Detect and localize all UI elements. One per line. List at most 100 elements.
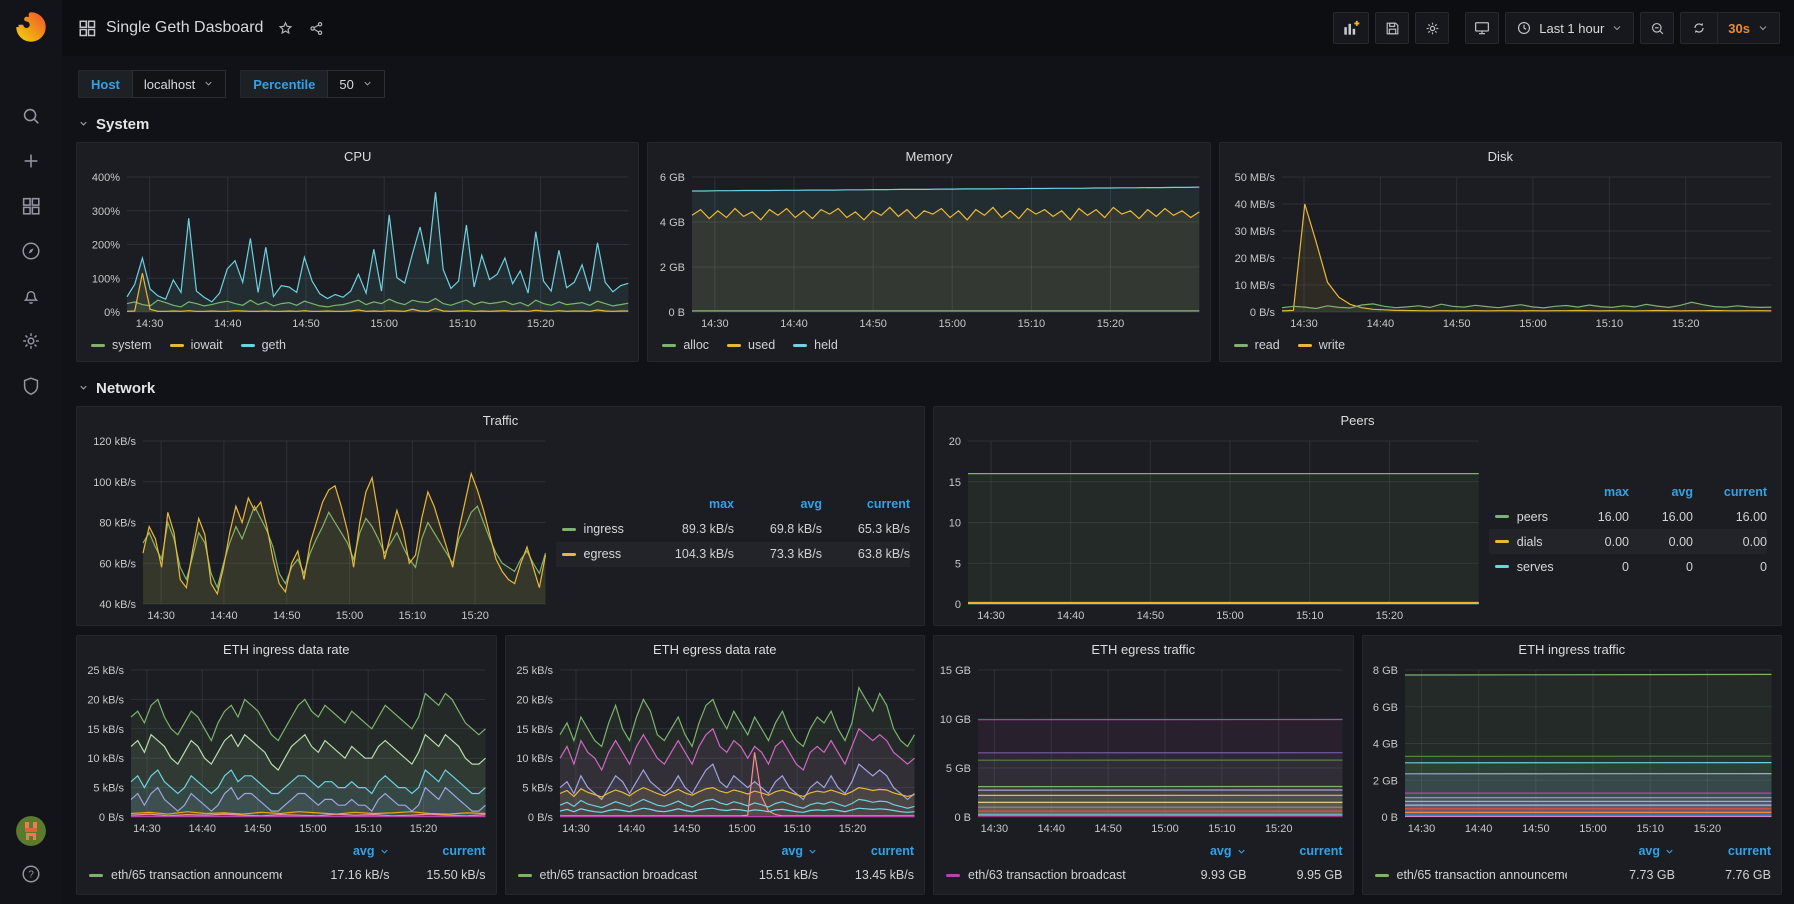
variable-value-dropdown[interactable]: localhost (132, 70, 226, 98)
chart-eth-ingress-rate[interactable]: 0 B/s5 kB/s10 kB/s15 kB/s20 kB/s25 kB/s1… (77, 662, 496, 838)
sidebar: ? (0, 0, 62, 904)
x-axis-tick: 15:20 (461, 610, 489, 622)
legend-header-row: avgcurrent (518, 840, 915, 862)
legend-item-read[interactable]: read (1234, 338, 1280, 352)
row-header-system[interactable]: System (78, 114, 1782, 134)
chart-area: 0 B2 GB4 GB6 GB14:3014:4014:5015:0015:10… (648, 169, 1209, 333)
legend-sort-max[interactable]: max (638, 497, 734, 511)
chart-eth-egress-traffic[interactable]: 0 B5 GB10 GB15 GB14:3014:4014:5015:0015:… (934, 662, 1353, 838)
y-axis-tick: 0 B/s (1250, 307, 1276, 319)
refresh-interval-dropdown[interactable]: 30s (1717, 13, 1779, 43)
x-axis-tick: 15:00 (336, 610, 364, 622)
legend-item-iowait[interactable]: iowait (170, 338, 223, 352)
legend-sort-current[interactable]: current (818, 844, 914, 858)
refresh-button[interactable] (1681, 13, 1717, 43)
panel-title[interactable]: ETH egress data rate (506, 636, 925, 662)
legend-sort-current[interactable]: current (822, 497, 910, 511)
legend-item-alloc[interactable]: alloc (662, 338, 709, 352)
alerting-bell-icon[interactable] (19, 284, 43, 308)
chart-traffic[interactable]: 40 kB/s60 kB/s80 kB/s100 kB/s120 kB/s14:… (77, 433, 556, 625)
panel-title[interactable]: CPU (77, 143, 638, 169)
user-avatar[interactable] (16, 816, 46, 846)
panel-body: 40 kB/s60 kB/s80 kB/s100 kB/s120 kB/s14:… (77, 433, 924, 625)
panel-title[interactable]: Memory (648, 143, 1209, 169)
chart-eth-ingress-traffic[interactable]: 0 B2 GB4 GB6 GB8 GB14:3014:4014:5015:001… (1363, 662, 1782, 838)
legend-sort-avg[interactable]: avg (710, 844, 818, 858)
panel-title[interactable]: ETH ingress traffic (1363, 636, 1782, 662)
legend-item-geth[interactable]: geth (241, 338, 286, 352)
panel-title[interactable]: ETH egress traffic (934, 636, 1353, 662)
chevron-down-icon (1611, 22, 1623, 34)
legend-series-name[interactable]: eth/65 transaction broadcast (518, 868, 711, 882)
legend-sort-current[interactable]: current (1693, 485, 1767, 499)
x-axis-tick: 15:20 (1097, 318, 1125, 330)
y-axis-tick: 200% (92, 240, 120, 252)
legend-sort-avg[interactable]: avg (734, 497, 822, 511)
star-icon[interactable] (277, 20, 294, 37)
legend-value-avg: 69.8 kB/s (734, 522, 822, 536)
legend-value-avg: 16.00 (1629, 510, 1693, 524)
x-axis-tick: 15:00 (370, 318, 398, 330)
dashboard-settings-button[interactable] (1415, 12, 1449, 44)
legend-sort-avg[interactable]: avg (282, 844, 390, 858)
x-axis-tick: 15:10 (1018, 318, 1046, 330)
legend-item-write[interactable]: write (1298, 338, 1345, 352)
x-axis-tick: 15:00 (1579, 823, 1607, 835)
legend-series-name[interactable]: eth/65 transaction announcement (1375, 868, 1568, 882)
panel-row-network-top: Traffic40 kB/s60 kB/s80 kB/s100 kB/s120 … (76, 406, 1782, 626)
x-axis-tick: 14:40 (214, 318, 242, 330)
legend-item-used[interactable]: used (727, 338, 775, 352)
panel-title[interactable]: ETH ingress data rate (77, 636, 496, 662)
legend-series-name[interactable]: dials (1489, 535, 1557, 549)
legend-series-name[interactable]: eth/63 transaction broadcast (946, 868, 1139, 882)
chart-disk[interactable]: 0 B/s10 MB/s20 MB/s30 MB/s40 MB/s50 MB/s… (1220, 169, 1781, 333)
legend-series-name[interactable]: peers (1489, 510, 1557, 524)
chart-eth-egress-rate[interactable]: 0 B/s5 kB/s10 kB/s15 kB/s20 kB/s25 kB/s1… (506, 662, 925, 838)
time-range-picker[interactable]: Last 1 hour (1505, 12, 1634, 44)
dashboard-title[interactable]: Single Geth Dasboard (106, 19, 263, 37)
legend-item-system[interactable]: system (91, 338, 152, 352)
add-panel-button[interactable] (1333, 12, 1369, 44)
dashboards-icon[interactable] (19, 194, 43, 218)
help-icon[interactable]: ? (19, 862, 43, 886)
chart-cpu[interactable]: 0%100%200%300%400%14:3014:4014:5015:0015… (77, 169, 638, 333)
y-axis-tick: 0 B (669, 307, 686, 319)
legend-sort-avg[interactable]: avg (1139, 844, 1247, 858)
x-axis-tick: 15:20 (527, 318, 555, 330)
legend-sort-label: avg (353, 844, 375, 858)
variable-value-dropdown[interactable]: 50 (327, 70, 384, 98)
legend-sort-avg[interactable]: avg (1567, 844, 1675, 858)
legend-sort-current[interactable]: current (1247, 844, 1343, 858)
panel-title[interactable]: Peers (934, 407, 1781, 433)
legend-sort-max[interactable]: max (1557, 485, 1629, 499)
zoom-out-time-button[interactable] (1640, 12, 1674, 44)
configuration-gear-icon[interactable] (19, 329, 43, 353)
plus-icon[interactable] (19, 149, 43, 173)
legend-item-held[interactable]: held (793, 338, 838, 352)
legend-sort-avg[interactable]: avg (1629, 485, 1693, 499)
legend-series-name[interactable]: serves (1489, 560, 1557, 574)
search-icon[interactable] (19, 104, 43, 128)
panel-title[interactable]: Disk (1220, 143, 1781, 169)
legend-series-name[interactable]: egress (556, 547, 638, 561)
panel-title[interactable]: Traffic (77, 407, 924, 433)
chart-peers[interactable]: 0510152014:3014:4014:5015:0015:1015:20 (934, 433, 1489, 625)
row-header-network[interactable]: Network (78, 378, 1782, 398)
cycle-view-mode-button[interactable] (1465, 12, 1499, 44)
legend-sort-current[interactable]: current (1675, 844, 1771, 858)
y-axis-tick: 30 MB/s (1234, 226, 1275, 238)
time-range-label: Last 1 hour (1539, 21, 1604, 36)
legend-series-name[interactable]: eth/65 transaction announcement (89, 868, 282, 882)
server-admin-shield-icon[interactable] (19, 374, 43, 398)
legend-series-name[interactable]: ingress (556, 522, 638, 536)
legend-sort-current[interactable]: current (390, 844, 486, 858)
legend-header-row: maxavgcurrent (556, 492, 910, 517)
share-icon[interactable] (308, 20, 325, 37)
x-axis-tick: 14:30 (981, 823, 1009, 835)
save-dashboard-button[interactable] (1375, 12, 1409, 44)
y-axis-tick: 20 (949, 436, 961, 448)
chart-memory[interactable]: 0 B2 GB4 GB6 GB14:3014:4014:5015:0015:10… (648, 169, 1209, 333)
y-axis-tick: 25 kB/s (87, 665, 124, 677)
grafana-logo[interactable] (12, 8, 50, 46)
explore-compass-icon[interactable] (19, 239, 43, 263)
